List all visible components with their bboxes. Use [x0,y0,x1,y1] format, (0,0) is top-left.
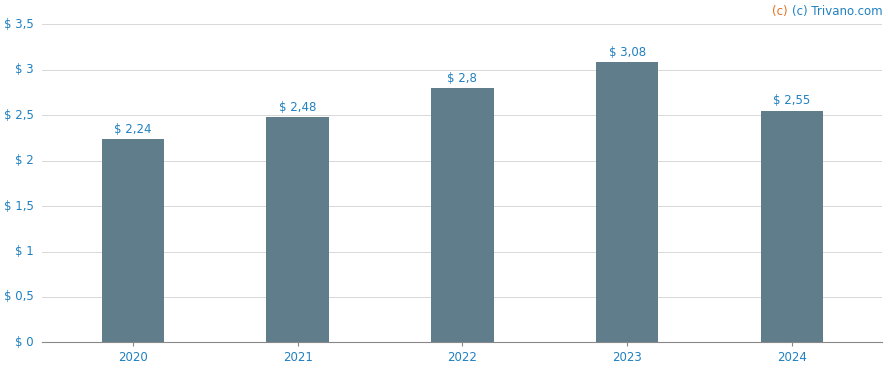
Bar [596,63,658,342]
Bar [431,88,494,342]
Bar [760,111,823,342]
Text: $ 3,5: $ 3,5 [4,18,34,31]
Text: $ 1: $ 1 [15,245,34,258]
Text: $ 2,55: $ 2,55 [773,94,811,107]
Text: $ 1,5: $ 1,5 [4,199,34,212]
Bar [266,117,329,342]
Text: $ 3: $ 3 [15,63,34,76]
Text: $ 2,48: $ 2,48 [279,101,316,114]
Text: $ 2,5: $ 2,5 [4,109,34,122]
Text: $ 2,8: $ 2,8 [448,72,478,85]
Text: $ 0,5: $ 0,5 [4,290,34,303]
Text: $ 0: $ 0 [15,336,34,349]
Bar [101,139,164,342]
Text: (c): (c) [772,5,788,18]
Text: (c) Trivano.com: (c) Trivano.com [792,5,883,18]
Text: $ 2,24: $ 2,24 [115,122,152,136]
Text: $ 3,08: $ 3,08 [608,46,646,59]
Text: $ 2: $ 2 [15,154,34,167]
